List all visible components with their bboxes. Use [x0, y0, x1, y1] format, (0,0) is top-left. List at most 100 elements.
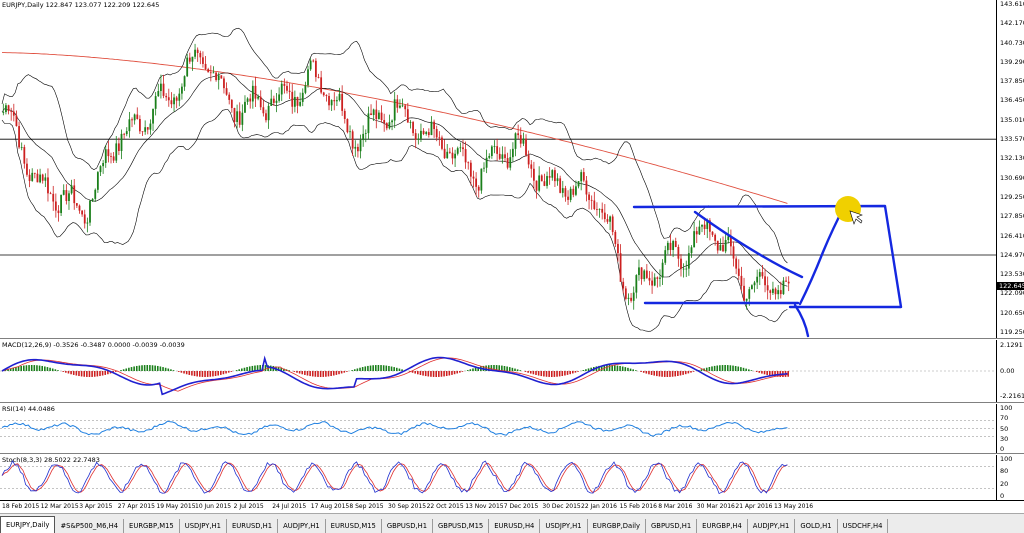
macd-histogram-bar	[438, 371, 440, 377]
chart-tab[interactable]: EURGBP,M15	[124, 519, 180, 533]
chart-tab[interactable]: GBPUSD,H1	[646, 519, 697, 533]
axis-tick-label: 135.010	[1000, 116, 1024, 124]
macd-histogram-bar	[449, 371, 451, 375]
chart-tab[interactable]: #S&P500_M6,H4	[55, 519, 124, 533]
chart-tab[interactable]: EURUSD,H4	[489, 519, 540, 533]
candle-body	[423, 131, 425, 134]
macd-histogram-bar	[504, 366, 506, 371]
macd-histogram-bar	[745, 369, 747, 371]
macd-histogram-bar	[709, 367, 711, 371]
candle-body	[454, 154, 456, 159]
price-chart[interactable]	[0, 0, 996, 338]
macd-histogram-bar	[215, 371, 217, 376]
macd-histogram-bar	[125, 368, 127, 371]
macd-histogram-bar	[228, 371, 230, 373]
candle-body	[139, 119, 141, 131]
macd-histogram-bar	[62, 371, 64, 372]
time-axis-label: 19 May 2015	[156, 503, 195, 510]
candle-body	[47, 177, 49, 193]
candle-body	[312, 61, 314, 62]
candle-body	[748, 289, 750, 299]
macd-histogram-bar	[65, 371, 67, 373]
chart-tab[interactable]: GBPUSD,H1	[382, 519, 433, 533]
macd-histogram-bar	[252, 366, 254, 371]
candle-body	[128, 119, 130, 131]
candle-body	[126, 131, 128, 134]
macd-histogram-bar	[123, 369, 125, 371]
macd-histogram-bar	[294, 371, 296, 372]
rsi-chart[interactable]	[0, 404, 996, 453]
chart-tab[interactable]: USDJPY,H1	[540, 519, 587, 533]
macd-histogram-bar	[569, 371, 571, 374]
candle-body	[197, 50, 199, 53]
pane-separator[interactable]	[0, 453, 1024, 454]
stoch-pane[interactable]: Stoch(8,3,3) 28.5022 22.7483	[0, 455, 996, 500]
candle-body	[738, 269, 740, 276]
rsi-pane[interactable]: RSI(14) 44.0486	[0, 404, 996, 453]
chart-tab[interactable]: EURGBP,H4	[697, 519, 748, 533]
pane-separator[interactable]	[0, 338, 1024, 339]
macd-histogram-bar	[653, 371, 655, 376]
macd-histogram-bar	[44, 366, 46, 371]
macd-histogram-bar	[690, 371, 692, 373]
macd-histogram-bar	[530, 371, 532, 374]
chart-tab[interactable]: EURJPY,Daily	[0, 516, 55, 533]
candle-body	[725, 240, 727, 251]
axis-tick-label: 0	[1000, 445, 1004, 453]
chart-tab[interactable]: EURUSD,M15	[326, 519, 382, 533]
chart-tab[interactable]: GBPUSD,M15	[433, 519, 489, 533]
candle-body	[549, 176, 551, 178]
macd-histogram-bar	[154, 366, 156, 371]
candle-body	[255, 86, 257, 99]
macd-histogram-bar	[632, 369, 634, 371]
candle-body	[347, 119, 349, 132]
axis-tick-label: 130.690	[1000, 174, 1024, 182]
candle-body	[522, 138, 524, 143]
candle-body	[570, 189, 572, 200]
pane-separator[interactable]	[0, 402, 1024, 403]
candle-body	[215, 72, 217, 80]
macd-histogram-bar	[646, 371, 648, 374]
candle-body	[37, 174, 39, 183]
chart-tab[interactable]: AUDJPY,H1	[748, 519, 796, 533]
candle-body	[515, 133, 517, 149]
candle-body	[638, 267, 640, 275]
chart-tab[interactable]: EURGBP,Daily	[588, 519, 646, 533]
time-axis-label: 17 Aug 2015	[311, 503, 349, 510]
macd-histogram-bar	[514, 369, 516, 371]
candle-body	[528, 155, 530, 164]
axis-tick-label: 136.450	[1000, 96, 1024, 104]
candle-body	[470, 163, 472, 177]
chart-tab[interactable]: USDCHF,H4	[838, 519, 889, 533]
time-axis-label: 7 Dec 2015	[504, 503, 539, 510]
macd-histogram-bar	[20, 366, 22, 371]
candle-body	[680, 259, 682, 269]
macd-histogram-bar	[304, 371, 306, 375]
macd-chart[interactable]	[0, 340, 996, 402]
macd-histogram-bar	[617, 366, 619, 371]
chart-tab[interactable]: USDJPY,H1	[180, 519, 227, 533]
macd-histogram-bar	[548, 371, 550, 377]
macd-histogram-bar	[99, 371, 101, 376]
macd-pane[interactable]: MACD(12,26,9) -0.3526 -0.3487 0.0000 -0.…	[0, 340, 996, 402]
candle-body	[601, 209, 603, 213]
chart-tab[interactable]: EURUSD,H1	[227, 519, 278, 533]
price-pane[interactable]: EURJPY,Daily 122.847 123.077 122.209 122…	[0, 0, 996, 338]
macd-histogram-bar	[191, 371, 193, 376]
macd-histogram-bar	[102, 371, 104, 376]
chart-tab[interactable]: AUDJPY,H1	[278, 519, 326, 533]
macd-histogram-bar	[622, 367, 624, 371]
candle-body	[304, 85, 306, 93]
candle-body	[123, 134, 125, 135]
macd-histogram-bar	[357, 368, 359, 371]
candle-body	[247, 99, 249, 102]
axis-tick-label: 2.1291	[1000, 341, 1023, 349]
candle-body	[318, 77, 320, 78]
candle-body	[756, 277, 758, 283]
chart-tab[interactable]: GOLD,H1	[795, 519, 837, 533]
candle-body	[121, 134, 123, 151]
candle-body	[635, 275, 637, 293]
stoch-chart[interactable]	[0, 455, 996, 500]
candle-body	[189, 58, 191, 62]
